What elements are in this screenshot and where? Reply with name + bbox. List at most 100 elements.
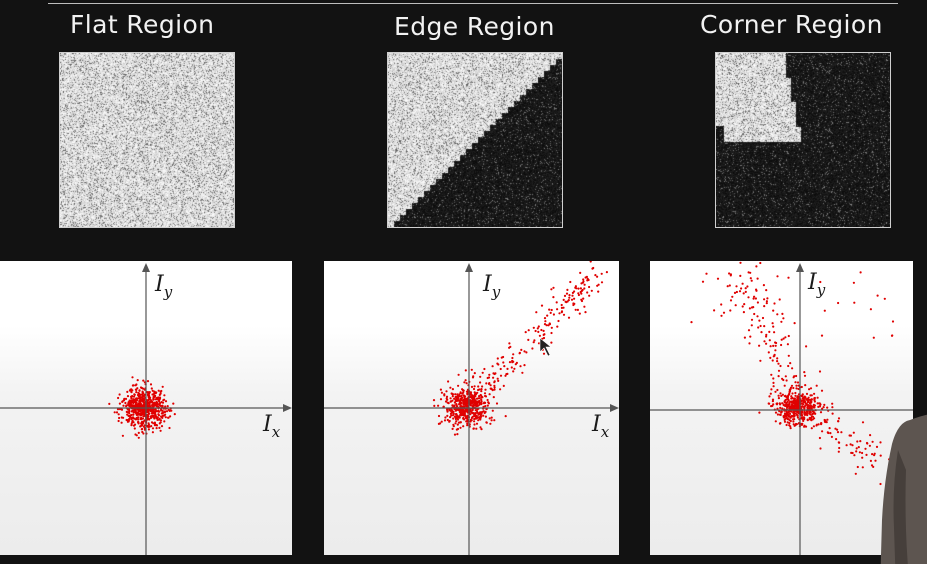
flat-scatter-point: [141, 400, 144, 403]
edge-scatter-point: [486, 398, 489, 402]
corner-scatter-point: [861, 466, 864, 469]
corner-scatter-point: [747, 296, 750, 299]
edge-scatter-point: [499, 367, 502, 371]
corner-scatter-point: [810, 415, 813, 418]
corner-scatter-point: [792, 420, 795, 423]
flat-scatter-point: [139, 386, 143, 389]
corner-scatter-point: [690, 321, 693, 324]
flat-scatter-point: [158, 426, 161, 429]
edge-scatter-point: [449, 386, 452, 389]
edge-scatter-point: [458, 411, 461, 414]
corner-scatter-point: [784, 375, 787, 378]
corner-scatter-point: [804, 384, 807, 387]
flat-scatter-point: [135, 418, 138, 421]
edge-scatter-point: [457, 384, 460, 387]
corner-scatter-point: [809, 387, 813, 390]
flat-scatter-point: [160, 389, 163, 393]
flat-scatter-point: [130, 390, 133, 393]
edge-scatter-point: [472, 403, 475, 406]
edge-scatter-point: [451, 393, 454, 396]
flat-scatter-point: [148, 408, 151, 411]
edge-scatter-point: [597, 290, 600, 293]
corner-scatter-point: [871, 440, 874, 443]
edge-scatter-point: [433, 404, 436, 407]
edge-scatter-point: [519, 365, 522, 368]
flat-scatter-point: [140, 408, 143, 411]
edge-scatter-point: [443, 419, 447, 422]
edge-scatter-point: [520, 348, 523, 351]
flat-scatter-point: [151, 431, 154, 434]
edge-scatter-point: [556, 325, 559, 328]
edge-scatter-point: [542, 333, 545, 336]
flat-scatter-point: [159, 404, 162, 407]
corner-scatter-point: [876, 294, 879, 297]
edge-scatter-point: [471, 409, 474, 412]
corner-scatter-point: [803, 371, 806, 374]
edge-scatter-point: [592, 266, 595, 270]
corner-scatter-point: [780, 338, 783, 341]
flat-y-axis-arrow: [142, 263, 150, 272]
edge-scatter-point: [466, 422, 469, 425]
corner-scatter-point: [750, 318, 754, 321]
edge-scatter-point: [518, 352, 521, 355]
corner-scatter-point: [789, 362, 792, 365]
edge-scatter-point: [560, 311, 563, 314]
edge-scatter-point: [437, 414, 441, 418]
corner-scatter-point: [726, 285, 729, 288]
corner-scatter-point: [802, 419, 805, 422]
edge-scatter-point: [484, 415, 487, 418]
edge-scatter-point: [493, 388, 496, 391]
corner-scatter-point: [785, 415, 788, 418]
corner-scatter-point: [856, 440, 859, 443]
corner-scatter-point: [744, 287, 747, 290]
edge-scatter-point: [473, 420, 476, 423]
corner-scatter-point: [781, 402, 784, 405]
flat-scatter-point: [150, 412, 154, 415]
flat-scatter-point: [124, 401, 127, 405]
edge-scatter-point: [504, 415, 507, 418]
corner-scatter-point: [749, 277, 752, 280]
corner-scatter-point: [803, 374, 807, 377]
corner-scatter-point: [797, 384, 800, 387]
corner-scatter-point: [813, 406, 816, 409]
flat-scatter-point: [147, 422, 150, 425]
corner-scatter-point: [765, 342, 768, 345]
corner-scatter-point: [772, 355, 775, 358]
edge-scatter-point: [492, 376, 495, 379]
flat-scatter-point: [147, 398, 150, 401]
corner-scatter-point: [720, 303, 723, 306]
corner-scatter-point: [785, 379, 788, 382]
edge-scatter-point: [524, 331, 527, 334]
flat-scatter-point: [160, 409, 163, 412]
edge-scatter-point: [489, 422, 492, 425]
corner-scatter-point: [765, 333, 768, 336]
flat-scatter-point: [136, 393, 140, 397]
corner-scatter-point: [831, 412, 834, 415]
corner-scatter-point: [813, 397, 816, 400]
edge-scatter-point: [534, 329, 537, 333]
corner-scatter-point: [767, 351, 770, 354]
edge-scatter-point: [445, 395, 449, 398]
corner-scatter-point: [786, 413, 789, 416]
corner-scatter-point: [763, 340, 766, 343]
edge-scatter-point: [465, 404, 468, 408]
edge-scatter-point: [473, 413, 476, 416]
flat-scatter-point: [125, 405, 128, 408]
edge-scatter-point: [457, 397, 460, 400]
corner-scatter-point: [883, 297, 886, 300]
corner-y-axis-label: Iy: [807, 270, 826, 299]
flat-scatter-point: [130, 422, 133, 425]
corner-scatter-point: [759, 359, 762, 362]
corner-scatter-point: [789, 386, 793, 389]
flat-scatter-point: [153, 402, 156, 405]
corner-scatter-point: [836, 428, 839, 431]
edge-scatter-point: [582, 280, 585, 283]
corner-scatter-point: [793, 404, 796, 407]
corner-scatter-point: [840, 431, 843, 434]
flat-scatter-point: [134, 403, 137, 406]
edge-scatter-point: [465, 382, 468, 385]
corner-scatter-point: [765, 289, 768, 292]
corner-scatter-point: [758, 344, 761, 347]
flat-scatter-point: [165, 410, 169, 413]
edge-scatter-point: [506, 372, 509, 375]
